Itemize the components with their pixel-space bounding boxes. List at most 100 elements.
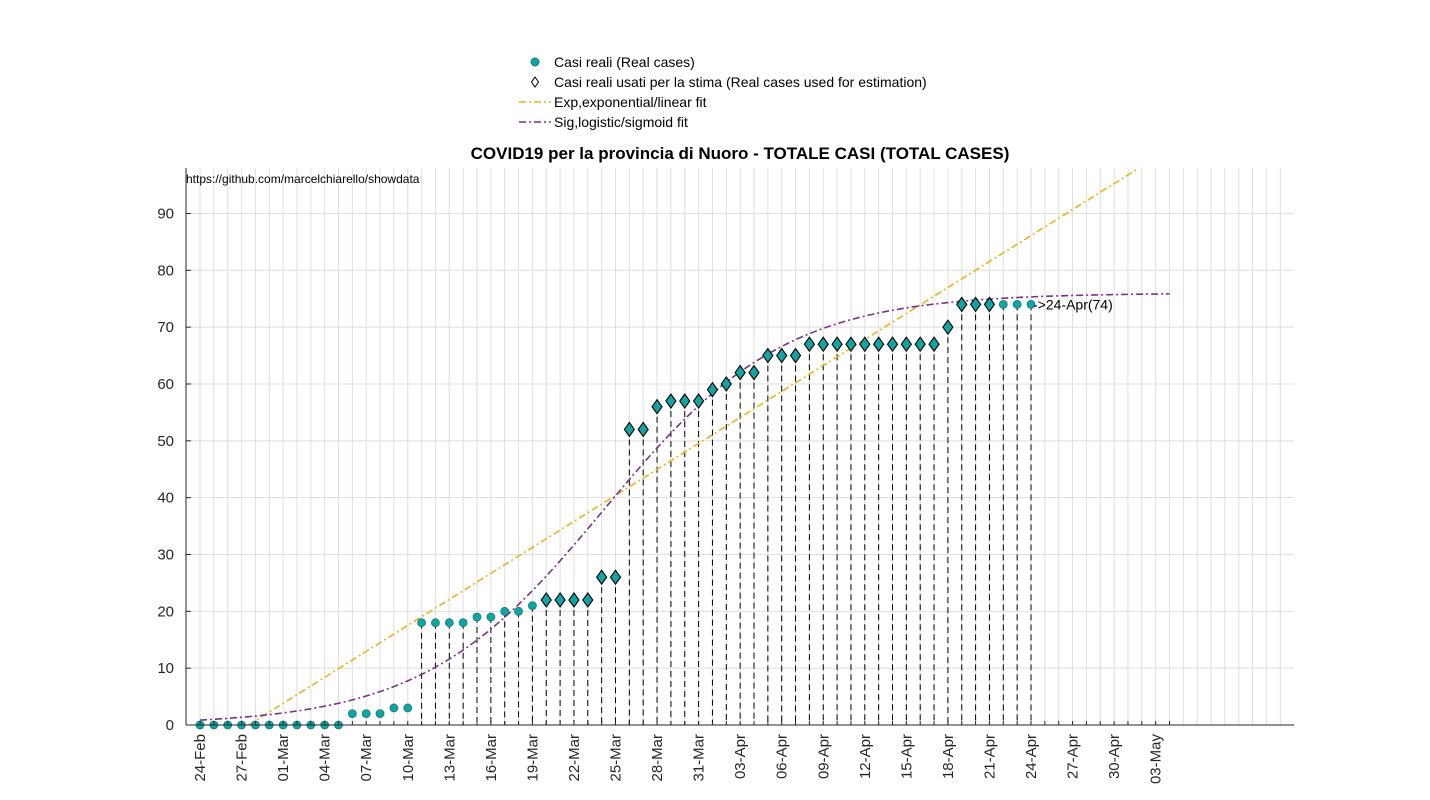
used-case-diamond — [803, 336, 816, 353]
legend-label-used: Casi reali usati per la stima (Real case… — [554, 74, 927, 90]
x-tick-label: 24-Apr — [1023, 734, 1040, 779]
x-tick-label: 01-Mar — [275, 734, 292, 782]
legend-diamond-marker — [530, 76, 540, 88]
data-points — [195, 296, 1036, 730]
x-tick-label: 21-Apr — [981, 734, 998, 779]
used-case-diamond — [665, 393, 677, 409]
real-case-dot — [472, 612, 482, 622]
used-case-diamond — [554, 592, 566, 608]
tick-labels: 0 10 20 30 40 50 60 70 80 90 24-Feb 27-Feb 01-Mar 04-… — [157, 205, 1164, 784]
x-tick-label: 30-Apr — [1106, 734, 1123, 779]
x-tick-label: 10-Mar — [400, 734, 417, 782]
real-case-dot — [444, 618, 454, 628]
y-tick-label: 0 — [166, 717, 174, 734]
used-case-diamond — [817, 336, 829, 353]
x-tick-label: 16-Mar — [483, 734, 500, 782]
y-tick-label: 40 — [157, 490, 174, 507]
x-tick-label: 12-Apr — [857, 734, 874, 779]
chart-title: COVID19 per la provincia di Nuoro - TOTA… — [471, 144, 1010, 163]
y-tick-label: 30 — [157, 546, 174, 563]
x-tick-label: 03-May — [1148, 734, 1165, 785]
real-case-dot — [998, 300, 1008, 309]
real-case-dot — [389, 703, 399, 713]
used-case-diamond — [859, 336, 871, 353]
real-case-dot — [347, 709, 357, 719]
x-tick-label: 28-Mar — [649, 734, 666, 782]
fit-curves — [199, 167, 1170, 726]
real-case-dot — [431, 618, 440, 628]
real-case-dot — [486, 612, 496, 622]
used-case-diamond — [845, 336, 857, 353]
used-case-diamond — [679, 393, 691, 409]
real-case-dot — [361, 709, 371, 719]
real-case-dot — [514, 606, 523, 616]
used-case-diamond — [969, 296, 982, 313]
used-case-diamond — [748, 364, 760, 381]
x-tick-label: 18-Apr — [940, 734, 957, 779]
used-case-diamond — [789, 347, 802, 364]
source-note: https://github.com/marcelchiarello/showd… — [186, 172, 420, 186]
used-case-diamond — [692, 393, 705, 409]
used-case-diamond — [540, 592, 552, 608]
y-tick-label: 70 — [157, 319, 174, 336]
real-case-dot — [1012, 300, 1022, 309]
used-case-diamond — [582, 592, 594, 608]
legend-label-real: Casi reali (Real cases) — [554, 54, 695, 70]
x-tick-label: 27-Feb — [234, 734, 251, 782]
y-tick-label: 20 — [157, 603, 174, 620]
x-tick-label: 22-Mar — [566, 734, 583, 782]
sigmoid-fit-line — [199, 293, 1170, 721]
real-case-dot — [500, 606, 510, 616]
y-tick-label: 10 — [157, 660, 174, 677]
exp-fit-line — [248, 167, 1140, 726]
x-tick-label: 03-Apr — [732, 734, 749, 779]
x-tick-label: 06-Apr — [774, 734, 791, 779]
used-case-diamond — [762, 347, 774, 364]
real-case-dot — [375, 709, 385, 719]
used-case-diamond — [568, 592, 580, 608]
legend-label-sig: Sig,logistic/sigmoid fit — [554, 114, 688, 130]
real-case-dot — [458, 618, 468, 628]
real-case-dot — [403, 703, 413, 713]
last-value-annotation: ->24-Apr(74) — [1033, 296, 1113, 312]
y-tick-label: 90 — [157, 205, 174, 222]
used-case-diamond — [983, 296, 996, 313]
used-case-diamond — [595, 569, 608, 586]
y-tick-label: 50 — [157, 433, 174, 450]
used-case-diamond — [637, 421, 649, 438]
x-tick-label: 07-Mar — [358, 734, 375, 782]
used-case-diamond — [956, 296, 968, 313]
used-case-diamond — [872, 336, 885, 353]
x-tick-label: 24-Feb — [192, 734, 209, 782]
legend: Casi reali (Real cases) Casi reali usati… — [519, 54, 927, 130]
legend-dot-marker — [530, 57, 540, 67]
used-case-diamond — [928, 336, 940, 353]
used-case-diamond — [900, 336, 913, 353]
real-case-dot — [1026, 300, 1036, 309]
used-case-diamond — [609, 569, 622, 586]
used-case-diamond — [776, 347, 788, 364]
x-tick-label: 31-Mar — [691, 734, 708, 782]
axes — [185, 168, 1294, 726]
y-tick-label: 80 — [157, 262, 174, 279]
x-tick-label: 13-Mar — [441, 734, 458, 782]
x-tick-label: 04-Mar — [317, 734, 334, 782]
stem-lines — [421, 304, 1032, 725]
used-case-diamond — [623, 421, 636, 438]
real-case-dot — [528, 601, 537, 611]
used-case-diamond — [720, 376, 732, 392]
used-case-diamond — [942, 319, 954, 336]
real-case-dot — [417, 618, 427, 628]
x-tick-label: 15-Apr — [898, 734, 915, 779]
y-tick-label: 60 — [157, 376, 174, 393]
used-case-diamond — [651, 398, 663, 415]
used-case-diamond — [831, 336, 843, 353]
used-case-diamond — [734, 364, 746, 381]
x-tick-label: 19-Mar — [524, 734, 541, 782]
used-case-diamond — [914, 336, 926, 353]
legend-label-exp: Exp,exponential/linear fit — [554, 94, 707, 110]
x-tick-label: 09-Apr — [815, 734, 832, 779]
used-case-diamond — [706, 381, 719, 398]
used-case-diamond — [886, 336, 899, 353]
